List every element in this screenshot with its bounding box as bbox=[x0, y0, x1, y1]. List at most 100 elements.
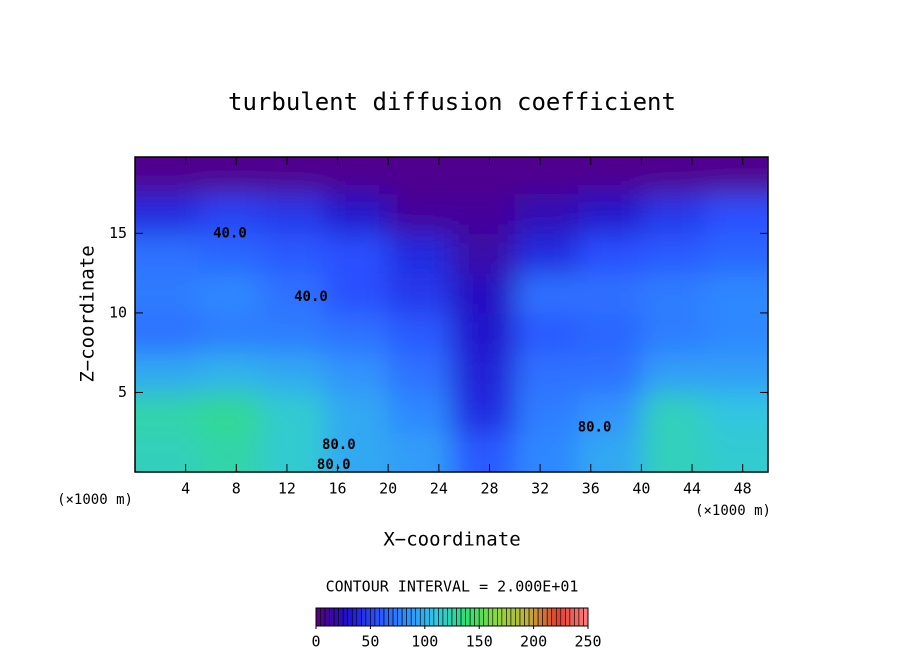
heat-cell bbox=[135, 432, 199, 472]
field-blur bbox=[135, 157, 768, 472]
contour-label: 40.0 bbox=[294, 289, 328, 305]
heat-cell bbox=[388, 233, 452, 274]
colorbar-swatch bbox=[424, 607, 430, 627]
heat-cell bbox=[704, 312, 768, 354]
y-axis-label: Z−coordinate bbox=[77, 245, 99, 382]
heat-cell bbox=[324, 352, 389, 393]
heat-cell bbox=[198, 233, 263, 274]
colorbar-tick-label: 0 bbox=[311, 633, 320, 651]
heat-cell bbox=[261, 193, 326, 234]
heat-cell bbox=[514, 157, 579, 195]
heat-cell bbox=[641, 193, 706, 234]
colorbar-swatch bbox=[351, 607, 358, 627]
colorbar-swatch bbox=[401, 607, 407, 627]
heat-cell bbox=[135, 392, 199, 433]
heat-cell bbox=[704, 352, 768, 393]
heat-cell bbox=[261, 432, 326, 472]
heat-cell bbox=[261, 392, 326, 433]
heat-cell bbox=[704, 157, 768, 195]
colorbar-swatch bbox=[320, 607, 326, 627]
colorbar-swatch bbox=[546, 607, 553, 627]
heat-cell bbox=[641, 352, 706, 393]
heat-cell bbox=[261, 352, 326, 393]
heat-cell bbox=[451, 193, 516, 234]
x-tick-label: 12 bbox=[278, 480, 296, 498]
heat-cell bbox=[135, 273, 199, 314]
colorbar-swatch bbox=[410, 607, 417, 627]
colorbar-swatch bbox=[419, 607, 426, 627]
heat-cell bbox=[135, 312, 199, 354]
field bbox=[135, 157, 768, 472]
x-tick-label: 4 bbox=[181, 480, 190, 498]
colorbar-swatch bbox=[356, 607, 362, 627]
colorbar-swatch bbox=[506, 607, 512, 627]
colorbar-swatch bbox=[361, 607, 367, 627]
colorbar-tick-label: 150 bbox=[466, 633, 493, 651]
colorbar-swatch bbox=[551, 607, 557, 627]
colorbar-swatch bbox=[392, 607, 398, 627]
colorbar-swatch bbox=[374, 607, 380, 627]
colorbar-swatch bbox=[533, 607, 539, 627]
heat-cell bbox=[261, 312, 326, 354]
colorbar-swatch bbox=[542, 607, 548, 627]
heat-cell bbox=[451, 352, 516, 393]
colorbar-tick-label: 50 bbox=[361, 633, 379, 651]
colorbar-swatch bbox=[524, 607, 530, 627]
colorbar-swatch bbox=[497, 607, 503, 627]
heat-cell bbox=[135, 233, 199, 274]
colorbar-swatch bbox=[578, 607, 584, 627]
heat-cell bbox=[578, 392, 642, 433]
colorbar-swatch bbox=[324, 607, 330, 627]
colorbar-swatch bbox=[460, 607, 466, 627]
colorbar-swatch bbox=[451, 607, 457, 627]
heat-cell bbox=[704, 432, 768, 472]
heat-cell bbox=[578, 193, 642, 234]
colorbar-swatch bbox=[447, 607, 453, 627]
colorbar-swatch bbox=[487, 607, 494, 627]
heat-cell bbox=[514, 193, 579, 234]
colorbar-swatch bbox=[388, 607, 394, 627]
heat-cell bbox=[198, 273, 263, 314]
colorbar-swatch bbox=[560, 607, 566, 627]
heat-cell bbox=[578, 312, 642, 354]
colorbar-swatch bbox=[492, 607, 498, 627]
heat-cell bbox=[198, 193, 263, 234]
heat-cell bbox=[451, 392, 516, 433]
colorbar-swatch bbox=[465, 607, 471, 627]
heat-cell bbox=[261, 233, 326, 274]
heat-cell bbox=[135, 157, 199, 195]
colorbar-swatch bbox=[429, 607, 435, 627]
heat-cell bbox=[704, 392, 768, 433]
colorbar-swatch bbox=[315, 607, 321, 627]
colorbar-swatch bbox=[333, 607, 339, 627]
colorbar-tick-label: 100 bbox=[411, 633, 438, 651]
colorbar-swatch bbox=[415, 607, 421, 627]
colorbar-swatch bbox=[406, 607, 412, 627]
heat-cell bbox=[451, 312, 516, 354]
heat-cell bbox=[514, 432, 579, 472]
x-tick-label: 28 bbox=[480, 480, 498, 498]
heat-cell bbox=[514, 312, 579, 354]
heat-cell bbox=[641, 312, 706, 354]
heat-cell bbox=[578, 352, 642, 393]
heat-cell bbox=[388, 352, 452, 393]
colorbar-swatch bbox=[329, 607, 335, 627]
colorbar-swatch bbox=[442, 607, 448, 627]
colorbar-swatch bbox=[519, 607, 525, 627]
x-tick-label: 48 bbox=[734, 480, 752, 498]
heat-cell bbox=[261, 273, 326, 314]
heat-cell bbox=[578, 432, 642, 472]
x-tick-label: 32 bbox=[531, 480, 549, 498]
x-tick-label: 36 bbox=[582, 480, 600, 498]
x-tick-label: 44 bbox=[683, 480, 701, 498]
heat-cell bbox=[514, 233, 579, 274]
heat-cell bbox=[324, 312, 389, 354]
colorbar-swatch bbox=[569, 607, 575, 627]
heat-cell bbox=[388, 432, 452, 472]
heat-cell bbox=[388, 312, 452, 354]
colorbar-swatch bbox=[501, 607, 507, 627]
y-tick-label: 5 bbox=[118, 383, 127, 401]
contour-label: 80.0 bbox=[578, 419, 612, 435]
